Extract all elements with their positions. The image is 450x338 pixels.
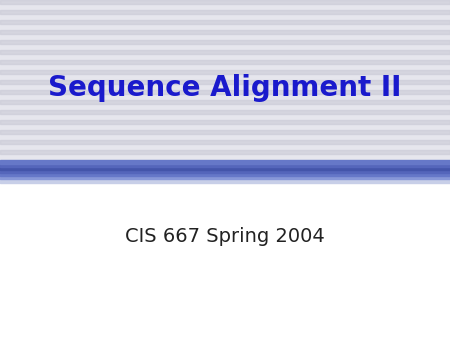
Bar bbox=[0, 110, 450, 114]
Bar bbox=[0, 176, 450, 179]
Bar bbox=[0, 60, 450, 64]
Bar bbox=[0, 120, 450, 124]
Bar bbox=[0, 10, 450, 14]
Bar bbox=[0, 140, 450, 144]
Bar bbox=[0, 70, 450, 74]
Bar bbox=[0, 40, 450, 44]
Bar bbox=[0, 160, 450, 164]
Bar bbox=[0, 0, 450, 4]
Bar bbox=[0, 50, 450, 54]
Bar bbox=[0, 173, 450, 176]
Bar bbox=[0, 0, 450, 161]
Bar bbox=[0, 80, 450, 84]
Bar bbox=[0, 20, 450, 24]
Text: CIS 667 Spring 2004: CIS 667 Spring 2004 bbox=[125, 227, 325, 246]
Bar bbox=[0, 169, 450, 173]
Bar bbox=[0, 150, 450, 154]
Bar bbox=[0, 90, 450, 94]
Bar bbox=[0, 100, 450, 104]
Bar bbox=[0, 30, 450, 34]
Bar bbox=[0, 130, 450, 134]
Bar bbox=[0, 166, 450, 170]
Bar bbox=[0, 179, 450, 183]
Bar bbox=[0, 163, 450, 167]
Text: Sequence Alignment II: Sequence Alignment II bbox=[48, 74, 402, 102]
